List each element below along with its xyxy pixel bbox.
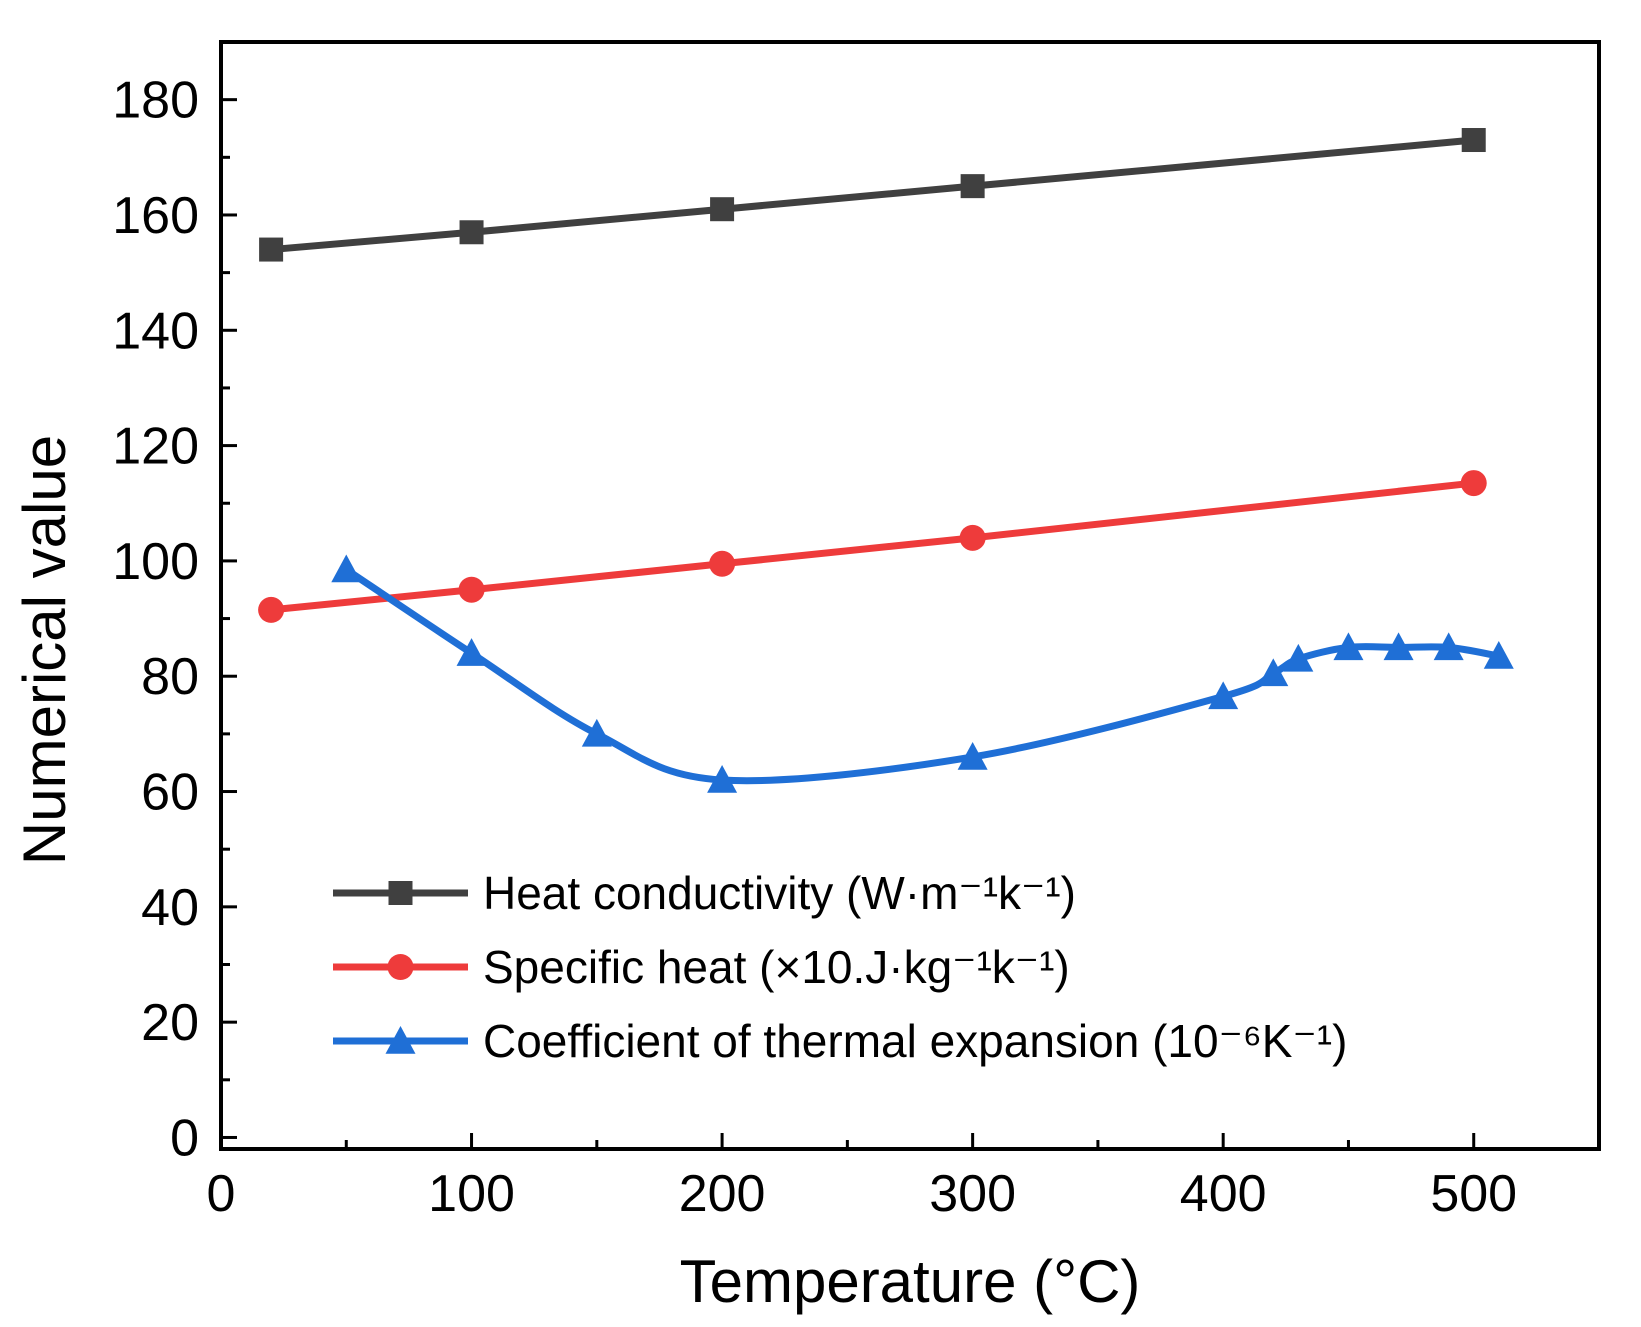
y-tick-label: 140	[112, 302, 199, 360]
data-point	[1433, 632, 1464, 661]
y-tick-label: 180	[112, 72, 199, 130]
legend-label: Heat conductivity (W·m⁻¹k⁻¹)	[483, 867, 1076, 919]
series-2	[331, 554, 1514, 793]
data-point	[331, 554, 362, 583]
data-point	[1258, 658, 1289, 687]
x-axis-title: Temperature (°C)	[680, 1248, 1141, 1315]
y-tick-label: 120	[112, 418, 199, 476]
x-tick-label: 500	[1430, 1165, 1517, 1223]
plot-frame	[219, 40, 1601, 1151]
data-point	[459, 220, 484, 245]
data-point	[960, 174, 985, 199]
data-point	[1383, 632, 1414, 661]
data-point	[959, 524, 986, 551]
series-line	[270, 136, 1475, 254]
x-tick-label: 100	[428, 1165, 515, 1223]
data-point	[1483, 641, 1514, 669]
legend-label: Specific heat (×10.J·kg⁻¹k⁻¹)	[483, 941, 1070, 993]
legend-label: Coefficient of thermal expansion (10⁻⁶K⁻…	[483, 1015, 1347, 1067]
data-point	[710, 197, 735, 222]
data-point	[957, 741, 988, 770]
x-tick-label: 300	[929, 1165, 1016, 1223]
legend-item: Heat conductivity (W·m⁻¹k⁻¹)	[333, 867, 1076, 919]
y-tick-label: 40	[141, 879, 199, 937]
data-point	[1208, 681, 1239, 710]
data-point	[1460, 470, 1487, 497]
x-tick-label: 0	[207, 1165, 236, 1223]
x-tick-label: 400	[1180, 1165, 1267, 1223]
x-tick-label: 200	[679, 1165, 766, 1223]
legend-item: Specific heat (×10.J·kg⁻¹k⁻¹)	[333, 941, 1070, 993]
y-tick-label: 60	[141, 764, 199, 822]
data-point	[581, 718, 612, 747]
data-point	[1283, 643, 1314, 672]
data-point	[1461, 128, 1486, 153]
series-layer	[258, 128, 1514, 793]
y-tick-label: 80	[141, 648, 199, 706]
series-0	[259, 128, 1486, 262]
ticks-layer: 0 100 200 300 400 500 0 20 40 60 80 100 120 140 160 180	[112, 72, 1517, 1223]
legend: Heat conductivity (W·m⁻¹k⁻¹) Specific hea…	[333, 867, 1347, 1067]
data-point	[707, 765, 738, 793]
y-tick-label: 20	[141, 994, 199, 1052]
legend-marker	[385, 1026, 416, 1054]
series-line	[270, 479, 1475, 614]
data-point	[258, 596, 285, 623]
data-point	[259, 237, 284, 262]
y-tick-label: 160	[112, 187, 199, 245]
data-point	[458, 576, 485, 603]
series-line	[344, 566, 1500, 785]
y-tick-label: 0	[170, 1109, 199, 1167]
data-point	[709, 550, 736, 577]
legend-marker	[387, 954, 414, 980]
y-tick-label: 100	[112, 533, 199, 591]
legend-item: Coefficient of thermal expansion (10⁻⁶K⁻…	[333, 1015, 1347, 1067]
data-point	[1333, 632, 1364, 661]
legend-marker	[388, 881, 413, 905]
data-point	[456, 638, 487, 666]
y-axis-title: Numerical value	[11, 435, 78, 865]
series-1	[258, 470, 1487, 623]
